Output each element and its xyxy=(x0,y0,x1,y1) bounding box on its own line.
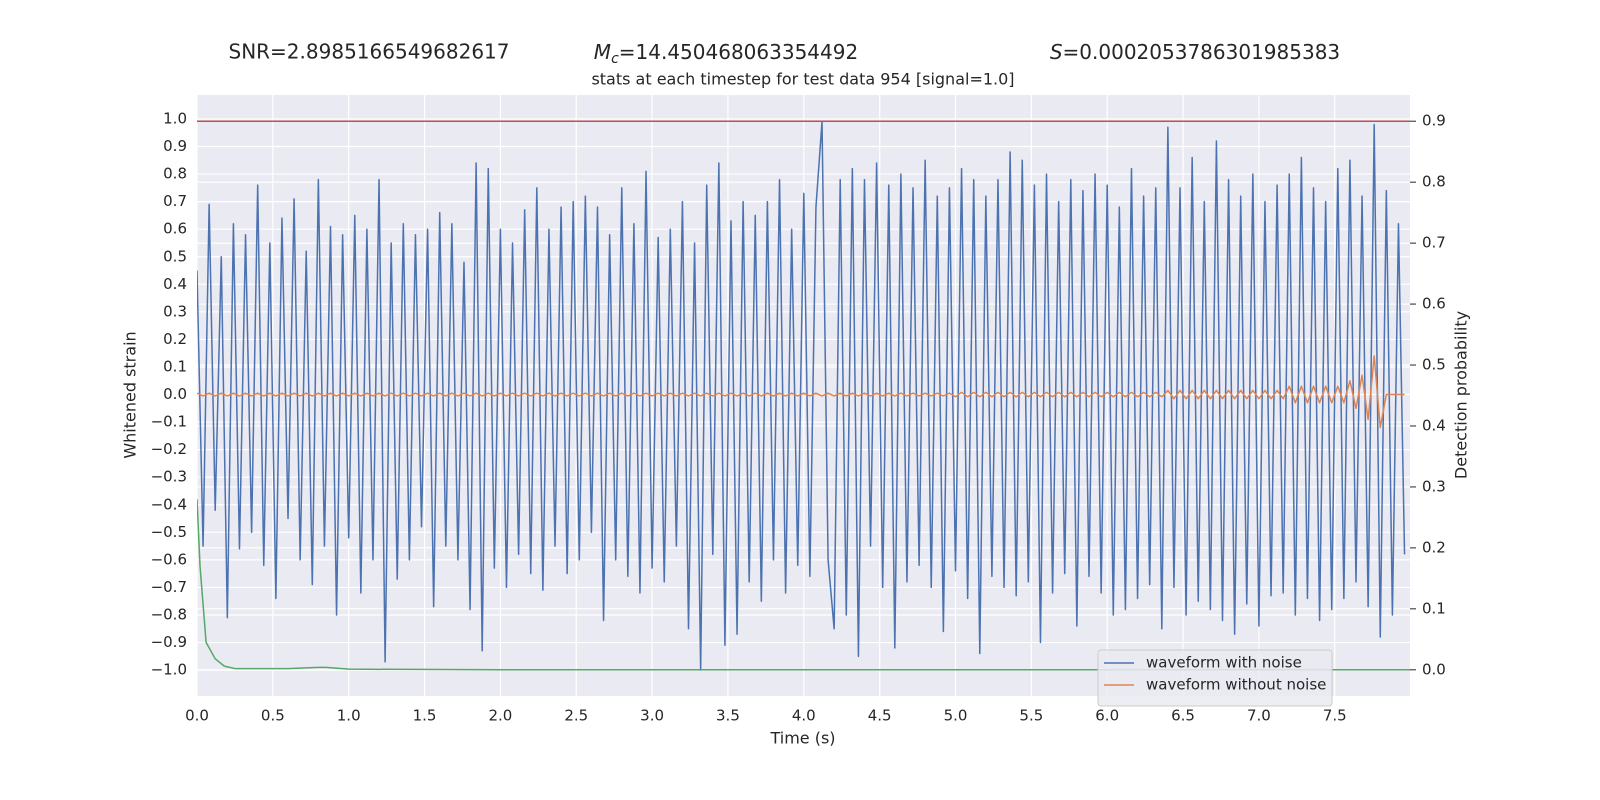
x-tick-label: 0.0 xyxy=(185,707,209,725)
y-tick-label: 0.7 xyxy=(163,192,187,210)
y-tick-label: −1.0 xyxy=(151,661,187,679)
snr-label: SNR=2.8985166549682617 xyxy=(229,40,510,64)
symbol: S xyxy=(1050,40,1063,64)
x-tick-label: 0.5 xyxy=(261,707,285,725)
x-axis-label: Time (s) xyxy=(769,729,835,748)
s-label: S=0.0002053786301985383 xyxy=(1050,40,1340,64)
x-tick-label: 4.0 xyxy=(792,707,816,725)
marks xyxy=(197,120,1410,671)
y-tick-label: −0.7 xyxy=(151,578,187,596)
y-axis-label: Whitened strain xyxy=(121,331,140,458)
y-tick-label: 1.0 xyxy=(163,109,187,127)
x-tick-label: 2.5 xyxy=(564,707,588,725)
x-tick-label: 6.5 xyxy=(1171,707,1195,725)
x-tick-label: 2.0 xyxy=(488,707,512,725)
y2-axis-label: Detection probability xyxy=(1452,311,1471,479)
x-tick-label: 7.0 xyxy=(1247,707,1271,725)
chirp-mass-label: Mc=14.450468063354492 xyxy=(594,40,858,68)
x-tick-label: 7.5 xyxy=(1323,707,1347,725)
y2-tick-label: 0.1 xyxy=(1422,599,1446,617)
y-tick-label: 0.8 xyxy=(163,165,187,183)
y2-tick-label: 0.7 xyxy=(1422,234,1446,252)
x-tick-label: 5.5 xyxy=(1019,707,1043,725)
series-line xyxy=(197,355,1405,429)
y-tick-label: −0.4 xyxy=(151,495,187,513)
y2-tick-label: 0.5 xyxy=(1422,356,1446,374)
y-tick-label: −0.5 xyxy=(151,523,187,541)
y-tick-label: 0.6 xyxy=(163,220,187,238)
y-tick-label: −0.3 xyxy=(151,468,187,486)
y-tick-label: 0.0 xyxy=(163,385,187,403)
series-line xyxy=(197,499,1410,671)
y-tick-label: −0.9 xyxy=(151,633,187,651)
y2-tick-label: 0.0 xyxy=(1422,660,1446,678)
symbol: M xyxy=(594,40,611,64)
y2-tick-label: 0.6 xyxy=(1422,295,1446,313)
y-tick-label: 0.2 xyxy=(163,330,187,348)
y-tick-label: 0.9 xyxy=(163,137,187,155)
y2-tick-label: 0.8 xyxy=(1422,173,1446,191)
y-tick-label: 0.5 xyxy=(163,247,187,265)
y2-tick-label: 0.3 xyxy=(1422,477,1446,495)
y-tick-label: −0.8 xyxy=(151,605,187,623)
y2-tick-label: 0.9 xyxy=(1422,112,1446,130)
x-tick-label: 3.5 xyxy=(716,707,740,725)
y-tick-label: −0.2 xyxy=(151,440,187,458)
value: =0.0002053786301985383 xyxy=(1063,40,1341,64)
x-tick-label: 3.0 xyxy=(640,707,664,725)
x-tick-label: 1.0 xyxy=(337,707,361,725)
y-tick-label: 0.1 xyxy=(163,357,187,375)
subscript: c xyxy=(611,51,619,67)
value: =14.450468063354492 xyxy=(619,40,858,64)
y-tick-label: −0.6 xyxy=(151,550,187,568)
x-tick-label: 6.0 xyxy=(1095,707,1119,725)
legend-box xyxy=(1097,649,1333,707)
legend-label: waveform without noise xyxy=(1146,676,1326,694)
y2-tick-label: 0.2 xyxy=(1422,538,1446,556)
chart-title: stats at each timestep for test data 954… xyxy=(591,70,1014,89)
legend: waveform with noise waveform without nois… xyxy=(1097,649,1333,707)
ticks: 0.0 0.5 1.0 1.5 2.0 2.5 3.0 3.5 4.0 4.5 5.0 5.5 6.0 6… xyxy=(151,109,1446,724)
x-tick-label: 4.5 xyxy=(868,707,892,725)
series-line xyxy=(197,120,1406,671)
x-tick-label: 1.5 xyxy=(413,707,437,725)
x-tick-label: 5.0 xyxy=(944,707,968,725)
y-tick-label: 0.4 xyxy=(163,275,187,293)
y-tick-label: −0.1 xyxy=(151,413,187,431)
y-tick-label: 0.3 xyxy=(163,302,187,320)
legend-label: waveform with noise xyxy=(1146,654,1302,672)
y2-tick-label: 0.4 xyxy=(1422,416,1446,434)
